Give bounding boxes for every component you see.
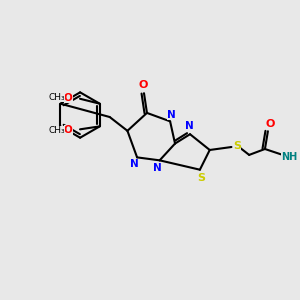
- Text: S: S: [197, 172, 205, 183]
- Text: N: N: [167, 110, 176, 120]
- Text: O: O: [265, 119, 274, 129]
- Text: S: S: [233, 141, 241, 151]
- Text: O: O: [138, 80, 148, 90]
- Text: N: N: [130, 159, 139, 169]
- Text: N: N: [153, 163, 162, 173]
- Text: NH: NH: [281, 152, 298, 162]
- Text: CH₃: CH₃: [48, 93, 65, 102]
- Text: N: N: [185, 121, 194, 131]
- Text: O: O: [64, 93, 73, 103]
- Text: CH₃: CH₃: [48, 126, 65, 135]
- Text: O: O: [64, 125, 73, 135]
